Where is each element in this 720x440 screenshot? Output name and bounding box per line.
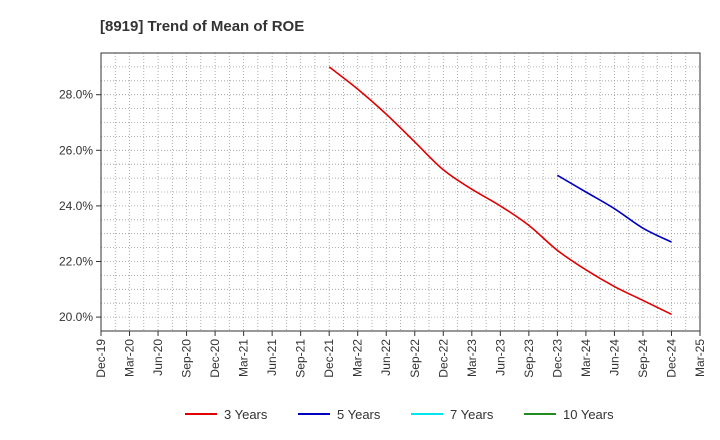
x-tick-label: Dec-20 [208, 339, 222, 378]
legend-label: 5 Years [337, 407, 381, 422]
grid [100, 52, 701, 332]
x-tick-label: Dec-24 [664, 339, 678, 378]
y-tick-label: 26.0% [59, 143, 93, 157]
y-tick-label: 24.0% [59, 199, 93, 213]
series-line-5-years [556, 174, 672, 243]
x-tick-label: Jun-24 [607, 339, 621, 376]
x-tick-label: Dec-23 [550, 339, 564, 378]
series-lines [328, 66, 672, 316]
legend-label: 10 Years [563, 407, 614, 422]
x-tick-label: Mar-24 [579, 339, 593, 377]
x-tick-label: Dec-22 [436, 339, 450, 378]
x-tick-label: Mar-22 [351, 339, 365, 377]
x-tick-label: Dec-21 [322, 339, 336, 378]
x-tick-label: Jun-22 [379, 339, 393, 376]
x-tick-label: Jun-21 [265, 339, 279, 376]
y-axis: 20.0% 22.0% 24.0% 26.0% 28.0% [59, 88, 101, 324]
x-tick-label: Mar-21 [237, 339, 251, 377]
y-tick-label: 28.0% [59, 88, 93, 102]
x-tick-label: Jun-20 [151, 339, 165, 376]
x-tick-label: Sep-23 [522, 339, 536, 378]
x-tick-label: Dec-19 [94, 339, 108, 378]
x-tick-label: Sep-21 [294, 339, 308, 378]
series-line-3-years [328, 66, 672, 316]
plot-frame [100, 52, 701, 332]
y-tick-label: 22.0% [59, 255, 93, 269]
x-tick-label: Mar-25 [693, 339, 707, 377]
legend-label: 3 Years [224, 407, 268, 422]
legend-label: 7 Years [450, 407, 494, 422]
x-tick-label: Sep-20 [180, 339, 194, 378]
x-axis: Dec-19 Mar-20 Jun-20 Sep-20 Dec-20 Mar-21 Jun-… [94, 331, 707, 378]
x-tick-label: Mar-20 [123, 339, 137, 377]
legend: 3 Years 5 Years 7 Years 10 Years [185, 407, 614, 422]
x-tick-label: Mar-23 [465, 339, 479, 377]
y-tick-label: 20.0% [59, 310, 93, 324]
x-tick-label: Sep-22 [408, 339, 422, 378]
x-tick-label: Jun-23 [493, 339, 507, 376]
chart-title: [8919] Trend of Mean of ROE [100, 18, 304, 35]
x-tick-label: Sep-24 [636, 339, 650, 378]
